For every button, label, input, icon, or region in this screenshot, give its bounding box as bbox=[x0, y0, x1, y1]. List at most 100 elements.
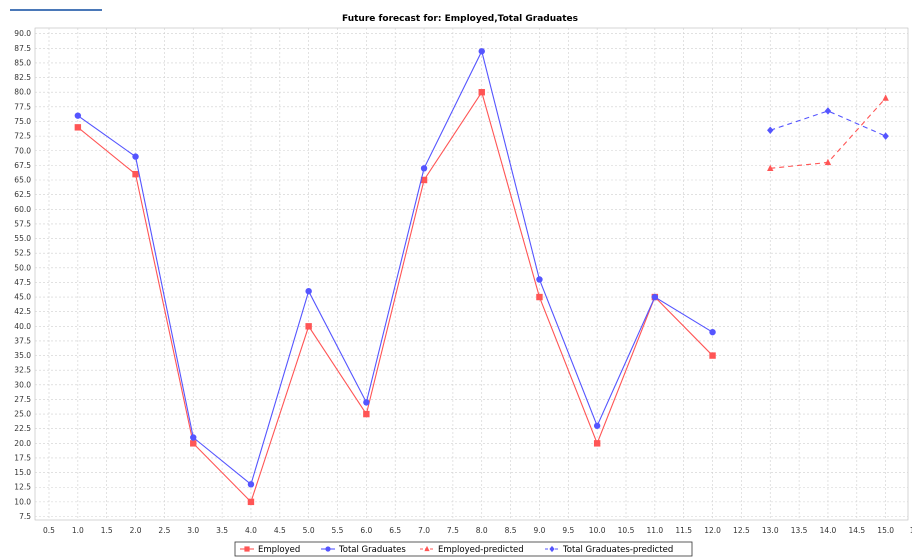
x-tick-label: 4.0 bbox=[245, 526, 257, 535]
series-3 bbox=[767, 107, 889, 140]
data-point bbox=[190, 434, 197, 441]
y-tick-label: 20.0 bbox=[14, 439, 31, 448]
legend-marker bbox=[244, 546, 250, 552]
y-tick-label: 77.5 bbox=[14, 102, 31, 111]
legend: Employed Total Graduates Employed-predicte… bbox=[234, 541, 693, 557]
data-point bbox=[132, 170, 139, 178]
series-2 bbox=[767, 94, 889, 172]
y-tick-label: 80.0 bbox=[14, 88, 31, 97]
series bbox=[74, 48, 889, 506]
legend-label: Total Graduates bbox=[338, 545, 406, 555]
data-point bbox=[247, 498, 255, 506]
x-tick-label: 5.0 bbox=[303, 526, 315, 535]
data-point bbox=[420, 165, 428, 172]
x-tick-label: 11.5 bbox=[675, 526, 692, 535]
data-point bbox=[536, 276, 543, 283]
x-tick-label: 11.0 bbox=[646, 526, 663, 535]
y-tick-label: 52.5 bbox=[14, 249, 31, 258]
y-tick-label: 10.0 bbox=[14, 497, 31, 506]
y-tick-label: 50.0 bbox=[14, 263, 31, 272]
x-tick-label: 4.5 bbox=[274, 526, 286, 535]
y-tick-label: 55.0 bbox=[14, 234, 31, 243]
grid bbox=[35, 28, 908, 520]
x-tick-label: 15 bbox=[910, 526, 912, 535]
y-tick-label: 90.0 bbox=[14, 29, 31, 38]
y-tick-label: 65.0 bbox=[14, 176, 31, 185]
data-point bbox=[305, 287, 312, 295]
x-tick-label: 0.5 bbox=[43, 526, 55, 535]
x-tick-label: 9.0 bbox=[533, 526, 545, 535]
x-tick-label: 6.0 bbox=[360, 526, 372, 535]
data-point bbox=[882, 132, 889, 140]
x-tick-label: 3.0 bbox=[187, 526, 199, 535]
series-line bbox=[77, 49, 713, 486]
legend-label: Employed-predicted bbox=[438, 545, 524, 555]
y-tick-label: 40.0 bbox=[14, 322, 31, 331]
data-point bbox=[247, 481, 255, 488]
chart-title: Future forecast for: Employed,Total Grad… bbox=[342, 14, 578, 24]
data-point bbox=[651, 293, 659, 301]
x-tick-label: 1.5 bbox=[101, 526, 113, 535]
y-tick-label: 70.0 bbox=[14, 146, 31, 155]
data-point bbox=[363, 410, 370, 418]
legend-marker bbox=[549, 545, 555, 553]
y-tick-label: 15.0 bbox=[14, 468, 31, 477]
x-tick-label: 5.5 bbox=[332, 526, 344, 535]
data-point bbox=[824, 158, 832, 166]
data-point bbox=[478, 48, 485, 55]
series-line bbox=[77, 90, 713, 503]
data-point bbox=[536, 293, 543, 301]
series-line bbox=[770, 110, 886, 137]
data-point bbox=[74, 124, 82, 131]
data-point bbox=[709, 352, 716, 359]
data-point bbox=[767, 126, 774, 134]
legend-label: Employed bbox=[258, 545, 300, 555]
x-tick-label: 12.0 bbox=[704, 526, 721, 535]
data-point bbox=[305, 323, 312, 330]
data-point bbox=[882, 94, 889, 101]
y-tick-label: 35.0 bbox=[14, 351, 31, 360]
data-point bbox=[824, 107, 832, 115]
y-tick-label: 25.0 bbox=[14, 410, 31, 419]
data-point bbox=[363, 399, 370, 406]
data-point bbox=[767, 164, 774, 172]
x-tick-label: 12.5 bbox=[733, 526, 750, 535]
y-tick-label: 7.5 bbox=[19, 512, 31, 521]
x-tick-label: 3.5 bbox=[216, 526, 228, 535]
x-tick-label: 15.0 bbox=[877, 526, 894, 535]
legend-label: Total Graduates-predicted bbox=[562, 545, 673, 555]
x-tick-label: 8.5 bbox=[505, 526, 517, 535]
x-tick-label: 7.5 bbox=[447, 526, 459, 535]
y-tick-label: 32.5 bbox=[14, 366, 31, 375]
tab-indicator[interactable] bbox=[10, 9, 102, 11]
y-tick-label: 82.5 bbox=[14, 73, 31, 82]
data-point bbox=[74, 112, 82, 119]
data-point bbox=[420, 176, 428, 184]
x-tick-label: 2.0 bbox=[130, 526, 142, 535]
y-tick-label: 60.0 bbox=[14, 205, 31, 214]
data-point bbox=[593, 440, 601, 447]
y-tick-label: 27.5 bbox=[14, 395, 31, 404]
x-tick-label: 14.5 bbox=[848, 526, 865, 535]
y-tick-label: 47.5 bbox=[14, 278, 31, 287]
x-tick-label: 6.5 bbox=[389, 526, 401, 535]
axis-ticks: 0.5 1.0 1.5 2.0 2.5 3.0 3.5 4.0 4.5 5.0 5.5 6.0 6.5 7… bbox=[14, 29, 912, 535]
x-tick-label: 8.0 bbox=[476, 526, 488, 535]
x-tick-label: 2.5 bbox=[158, 526, 170, 535]
y-tick-label: 37.5 bbox=[14, 336, 31, 345]
y-tick-label: 67.5 bbox=[14, 161, 31, 170]
data-point bbox=[190, 440, 197, 447]
y-tick-label: 72.5 bbox=[14, 132, 31, 141]
y-tick-label: 87.5 bbox=[14, 44, 31, 53]
x-tick-label: 13.5 bbox=[791, 526, 808, 535]
x-tick-label: 10.5 bbox=[618, 526, 635, 535]
data-point bbox=[593, 422, 601, 429]
x-tick-label: 7.0 bbox=[418, 526, 430, 535]
legend-marker bbox=[325, 546, 331, 552]
y-tick-label: 85.0 bbox=[14, 58, 31, 67]
y-tick-label: 17.5 bbox=[14, 453, 31, 462]
y-tick-label: 75.0 bbox=[14, 117, 31, 126]
x-tick-label: 10.0 bbox=[589, 526, 606, 535]
y-tick-label: 42.5 bbox=[14, 307, 31, 316]
